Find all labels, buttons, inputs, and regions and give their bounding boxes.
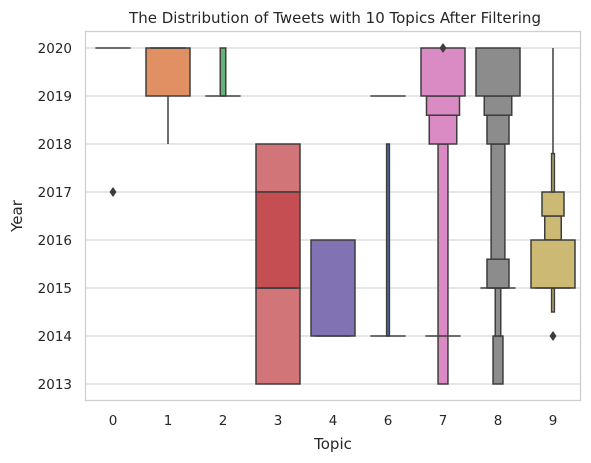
- letter-value-box: [219, 47, 227, 97]
- letter-value-box: [550, 287, 556, 313]
- letter-value-box: [530, 239, 576, 289]
- letter-value-box: [437, 143, 449, 385]
- letter-value-box: [486, 258, 510, 289]
- y-axis-label: Year: [8, 199, 26, 233]
- y-tick-label: 2014: [38, 329, 72, 345]
- chart-title: The Distribution of Tweets with 10 Topic…: [128, 9, 541, 27]
- letter-value-box: [310, 239, 356, 337]
- x-tick-label: 1: [164, 413, 173, 429]
- y-tick-label: 2018: [38, 137, 72, 153]
- x-axis-label: Topic: [313, 435, 352, 453]
- letter-value-box: [475, 47, 521, 97]
- x-tick-label: 4: [329, 413, 338, 429]
- y-tick-label: 2019: [38, 89, 72, 105]
- letter-value-box: [255, 143, 301, 193]
- letter-value-box: [544, 215, 562, 241]
- x-tick-label: 3: [274, 413, 283, 429]
- outlier-point: [439, 43, 447, 53]
- letter-value-box: [255, 191, 301, 289]
- plot-frame: [84, 30, 582, 402]
- outlier-point: [109, 187, 117, 197]
- y-tick-label: 2017: [38, 185, 72, 201]
- letter-value-box: [385, 143, 391, 337]
- letter-value-box: [428, 114, 458, 145]
- letter-value-box: [541, 191, 565, 217]
- x-tick-label: 6: [384, 413, 393, 429]
- x-tick-label: 7: [439, 413, 448, 429]
- letter-value-box: [492, 335, 504, 385]
- y-tick-label: 2015: [38, 281, 72, 297]
- letter-value-box: [145, 47, 191, 97]
- letter-value-box: [255, 287, 301, 385]
- letter-value-box: [494, 287, 502, 337]
- plot-marks: [95, 43, 576, 385]
- x-tick-label: 9: [549, 413, 558, 429]
- outlier-point: [549, 331, 557, 341]
- letter-value-box: [483, 95, 513, 116]
- y-tick-label: 2013: [38, 377, 72, 393]
- letter-value-box: [550, 152, 556, 193]
- y-tick-label: 2020: [38, 41, 72, 57]
- letter-value-box: [486, 114, 510, 145]
- x-tick-label: 0: [109, 413, 118, 429]
- y-tick-label: 2016: [38, 233, 72, 249]
- x-tick-labels: 0 1 2 3 4 6 7 8 9: [109, 413, 558, 429]
- y-tick-labels: 2013 2014 2015 2016 2017 2018 2019 2020: [38, 41, 72, 393]
- letter-value-box: [420, 47, 466, 97]
- x-tick-label: 2: [219, 413, 228, 429]
- x-tick-label: 8: [494, 413, 503, 429]
- letter-value-box: [425, 95, 461, 116]
